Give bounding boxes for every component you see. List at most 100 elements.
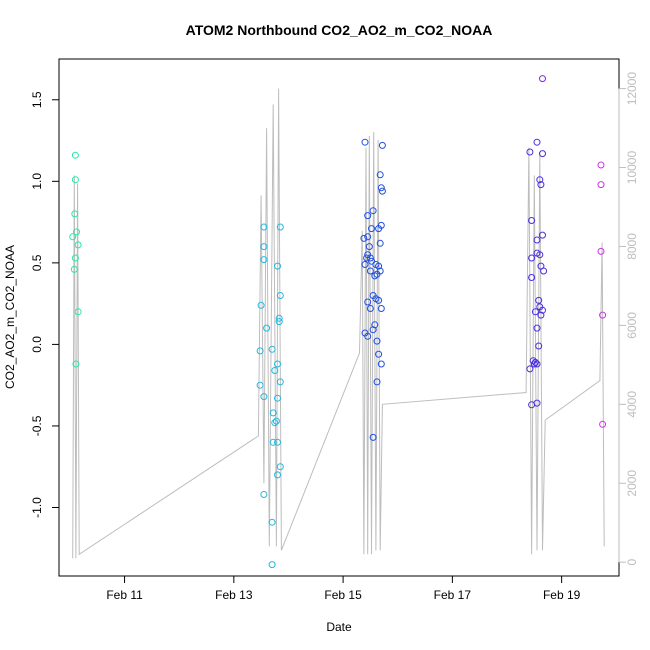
data-point — [271, 419, 279, 427]
data-point — [526, 365, 534, 373]
data-point — [260, 393, 268, 401]
data-point — [540, 267, 548, 275]
data-point — [74, 241, 82, 249]
secondary-tick-label: 4000 — [625, 391, 639, 418]
data-point — [368, 225, 375, 233]
data-point — [526, 148, 534, 156]
x-tick-label: Feb 13 — [215, 588, 253, 602]
data-point — [274, 471, 281, 479]
data-point — [597, 161, 605, 169]
secondary-tick-label: 2000 — [625, 470, 639, 497]
data-point — [276, 223, 284, 231]
data-point — [263, 324, 271, 332]
data-point — [375, 296, 383, 304]
data-point — [274, 438, 281, 446]
data-point — [536, 251, 544, 259]
data-point — [256, 347, 264, 355]
data-point — [276, 378, 284, 386]
data-point — [369, 207, 377, 215]
data-point — [378, 141, 386, 149]
y-tick-label: 0.5 — [30, 254, 44, 271]
data-point — [531, 308, 539, 316]
secondary-tick-label: 12000 — [625, 72, 639, 106]
data-point — [377, 305, 385, 312]
data-point — [268, 561, 276, 569]
data-point — [533, 360, 541, 368]
data-point — [539, 231, 546, 239]
data-point — [361, 138, 369, 146]
data-point — [74, 308, 82, 316]
data-point — [539, 75, 546, 83]
data-point — [364, 298, 372, 306]
data-point — [535, 296, 543, 304]
data-point — [599, 311, 607, 319]
data-point — [363, 254, 371, 262]
data-point — [539, 306, 546, 314]
data-point — [535, 342, 543, 350]
x-axis-label: Date — [326, 620, 352, 634]
data-point — [274, 394, 281, 402]
chart-title: ATOM2 Northbound CO2_AO2_m_CO2_NOAA — [186, 22, 493, 38]
data-point — [366, 267, 374, 275]
data-point — [71, 254, 79, 262]
data-point — [69, 233, 77, 241]
data-point — [533, 324, 541, 332]
data-point — [73, 228, 80, 236]
data-point — [269, 438, 277, 446]
data-point — [272, 417, 280, 425]
data-point — [533, 236, 541, 244]
data-point — [539, 150, 546, 158]
data-point — [360, 234, 368, 242]
data-point — [376, 171, 384, 179]
data-point — [597, 181, 605, 189]
x-tick-label: Feb 15 — [324, 588, 362, 602]
data-point — [377, 360, 385, 368]
altitude-trace-line — [72, 88, 605, 559]
y-axis-label: CO2_AO2_m_CO2_NOAA — [3, 245, 17, 389]
data-point — [537, 311, 545, 319]
x-tick-label: Feb 11 — [106, 588, 143, 602]
data-point — [276, 292, 284, 299]
data-point — [365, 243, 373, 251]
y-tick-label: 1.0 — [30, 173, 44, 190]
data-point — [369, 326, 377, 334]
data-point — [371, 272, 379, 280]
data-point — [378, 187, 386, 195]
data-point — [531, 358, 539, 366]
data-point — [528, 217, 536, 224]
data-point — [368, 257, 375, 265]
data-point — [275, 318, 283, 326]
x-tick-label: Feb 17 — [434, 588, 472, 602]
data-point — [536, 176, 544, 184]
data-point — [373, 337, 381, 345]
data-point — [528, 401, 536, 409]
data-point — [364, 212, 372, 220]
data-point — [537, 181, 545, 189]
y-tick-label: 0.0 — [30, 336, 44, 353]
data-point — [375, 350, 383, 358]
data-point — [375, 225, 383, 233]
data-point — [530, 360, 538, 368]
data-point — [377, 184, 385, 192]
data-point — [260, 223, 268, 231]
data-point — [373, 378, 381, 386]
y-tick-label: -1.0 — [30, 497, 44, 518]
data-point — [71, 176, 79, 184]
data-point — [275, 314, 283, 322]
secondary-tick-label: 10000 — [625, 151, 639, 185]
data-point — [599, 420, 607, 428]
data-point — [260, 491, 268, 498]
data-point — [276, 463, 284, 471]
data-point — [71, 210, 79, 218]
data-point — [256, 381, 264, 389]
data-point — [72, 360, 80, 368]
data-point — [268, 518, 276, 526]
data-point — [361, 261, 369, 268]
data-point — [269, 409, 277, 417]
data-point — [257, 301, 265, 309]
data-point — [260, 256, 268, 264]
data-point — [597, 247, 605, 255]
data-point — [366, 305, 374, 312]
data-point — [274, 360, 281, 368]
